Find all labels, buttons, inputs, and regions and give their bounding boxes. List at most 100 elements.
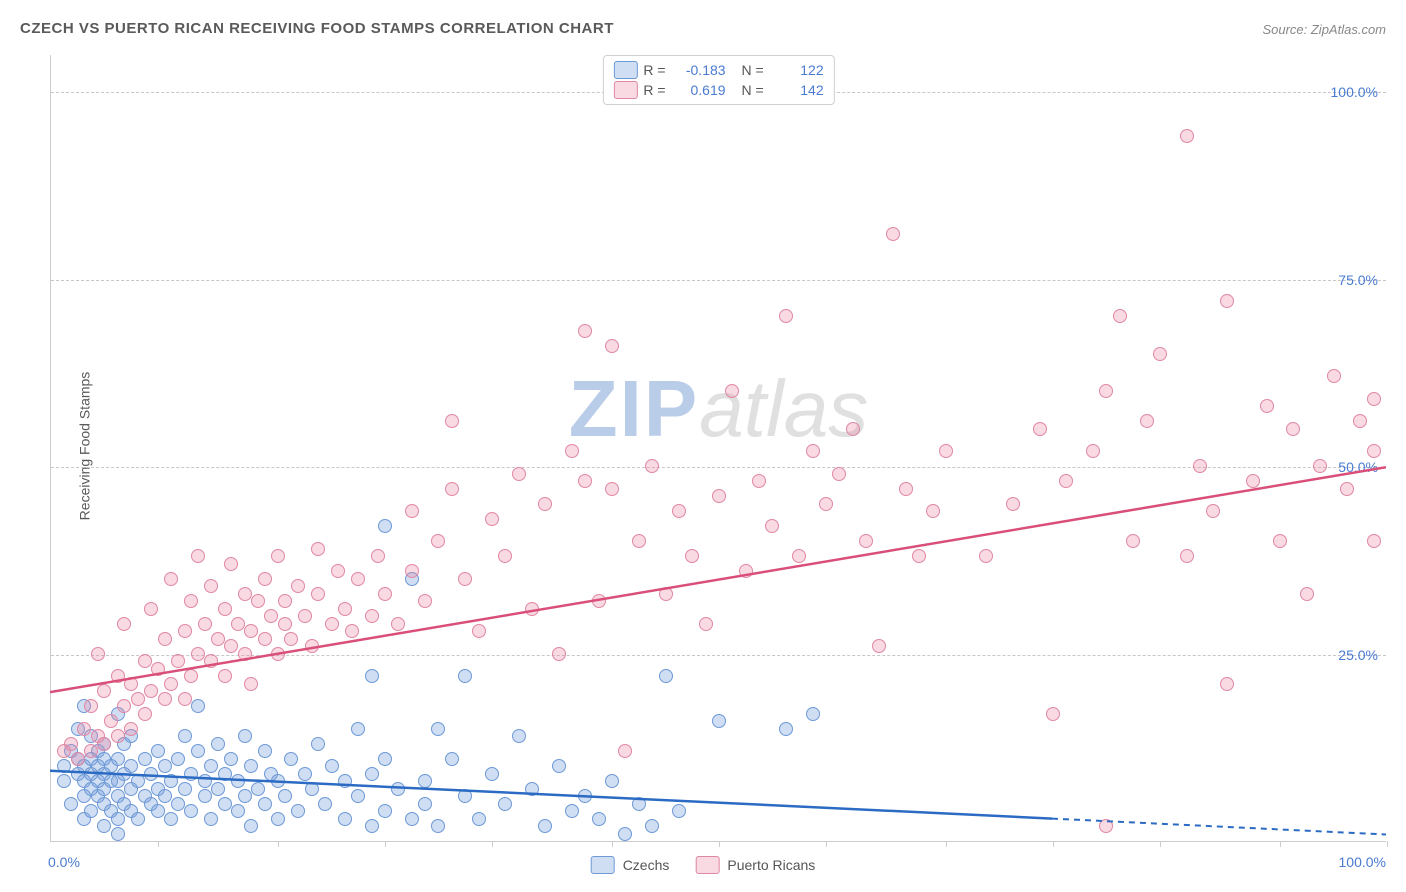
data-point	[1099, 819, 1113, 833]
data-point	[318, 797, 332, 811]
data-point	[1113, 309, 1127, 323]
data-point	[238, 729, 252, 743]
data-point	[391, 617, 405, 631]
data-point	[632, 797, 646, 811]
data-point	[84, 699, 98, 713]
data-point	[565, 444, 579, 458]
data-point	[592, 812, 606, 826]
data-point	[1193, 459, 1207, 473]
data-point	[431, 534, 445, 548]
series-label: Czechs	[623, 857, 670, 873]
data-point	[1273, 534, 1287, 548]
x-tick	[1280, 841, 1281, 847]
data-point	[91, 647, 105, 661]
data-point	[926, 504, 940, 518]
data-point	[1220, 677, 1234, 691]
x-tick	[1053, 841, 1054, 847]
data-point	[238, 587, 252, 601]
data-point	[204, 579, 218, 593]
data-point	[806, 707, 820, 721]
data-point	[271, 647, 285, 661]
data-point	[271, 549, 285, 563]
data-point	[1353, 414, 1367, 428]
data-point	[378, 519, 392, 533]
data-point	[345, 624, 359, 638]
data-point	[131, 812, 145, 826]
data-point	[779, 309, 793, 323]
data-point	[204, 759, 218, 773]
data-point	[1180, 129, 1194, 143]
data-point	[846, 422, 860, 436]
data-point	[244, 819, 258, 833]
data-point	[204, 812, 218, 826]
data-point	[84, 744, 98, 758]
data-point	[178, 782, 192, 796]
data-point	[171, 654, 185, 668]
data-point	[1140, 414, 1154, 428]
legend-r-value: -0.183	[672, 62, 726, 78]
data-point	[158, 692, 172, 706]
data-point	[171, 797, 185, 811]
data-point	[578, 789, 592, 803]
data-point	[338, 774, 352, 788]
data-point	[605, 774, 619, 788]
data-point	[238, 789, 252, 803]
data-point	[144, 602, 158, 616]
data-point	[1059, 474, 1073, 488]
chart-container: CZECH VS PUERTO RICAN RECEIVING FOOD STA…	[0, 0, 1406, 892]
data-point	[699, 617, 713, 631]
watermark-zip: ZIP	[569, 364, 699, 453]
data-point	[1099, 384, 1113, 398]
data-point	[618, 744, 632, 758]
data-point	[792, 549, 806, 563]
data-point	[298, 767, 312, 781]
series-legend-item: Puerto Ricans	[695, 856, 815, 874]
x-tick	[826, 841, 827, 847]
data-point	[659, 669, 673, 683]
data-point	[578, 474, 592, 488]
data-point	[431, 722, 445, 736]
data-point	[184, 767, 198, 781]
data-point	[498, 549, 512, 563]
data-point	[171, 752, 185, 766]
data-point	[151, 662, 165, 676]
x-tick	[719, 841, 720, 847]
data-point	[672, 804, 686, 818]
data-point	[305, 782, 319, 796]
data-point	[224, 557, 238, 571]
series-swatch-czechs	[591, 856, 615, 874]
data-point	[632, 534, 646, 548]
series-label: Puerto Ricans	[727, 857, 815, 873]
data-point	[251, 782, 265, 796]
data-point	[391, 782, 405, 796]
data-point	[351, 572, 365, 586]
data-point	[117, 617, 131, 631]
data-point	[191, 549, 205, 563]
data-point	[198, 617, 212, 631]
data-point	[178, 729, 192, 743]
data-point	[592, 594, 606, 608]
data-point	[458, 789, 472, 803]
x-tick	[1160, 841, 1161, 847]
data-point	[1153, 347, 1167, 361]
data-point	[124, 722, 138, 736]
data-point	[418, 594, 432, 608]
data-point	[244, 677, 258, 691]
data-point	[138, 752, 152, 766]
grid-line	[51, 467, 1386, 468]
data-point	[218, 669, 232, 683]
x-tick	[1387, 841, 1388, 847]
data-point	[525, 782, 539, 796]
data-point	[144, 684, 158, 698]
data-point	[618, 827, 632, 841]
data-point	[117, 699, 131, 713]
data-point	[445, 414, 459, 428]
data-point	[605, 482, 619, 496]
data-point	[271, 812, 285, 826]
data-point	[178, 624, 192, 638]
data-point	[238, 647, 252, 661]
data-point	[231, 774, 245, 788]
data-point	[512, 467, 526, 481]
data-point	[104, 714, 118, 728]
data-point	[939, 444, 953, 458]
